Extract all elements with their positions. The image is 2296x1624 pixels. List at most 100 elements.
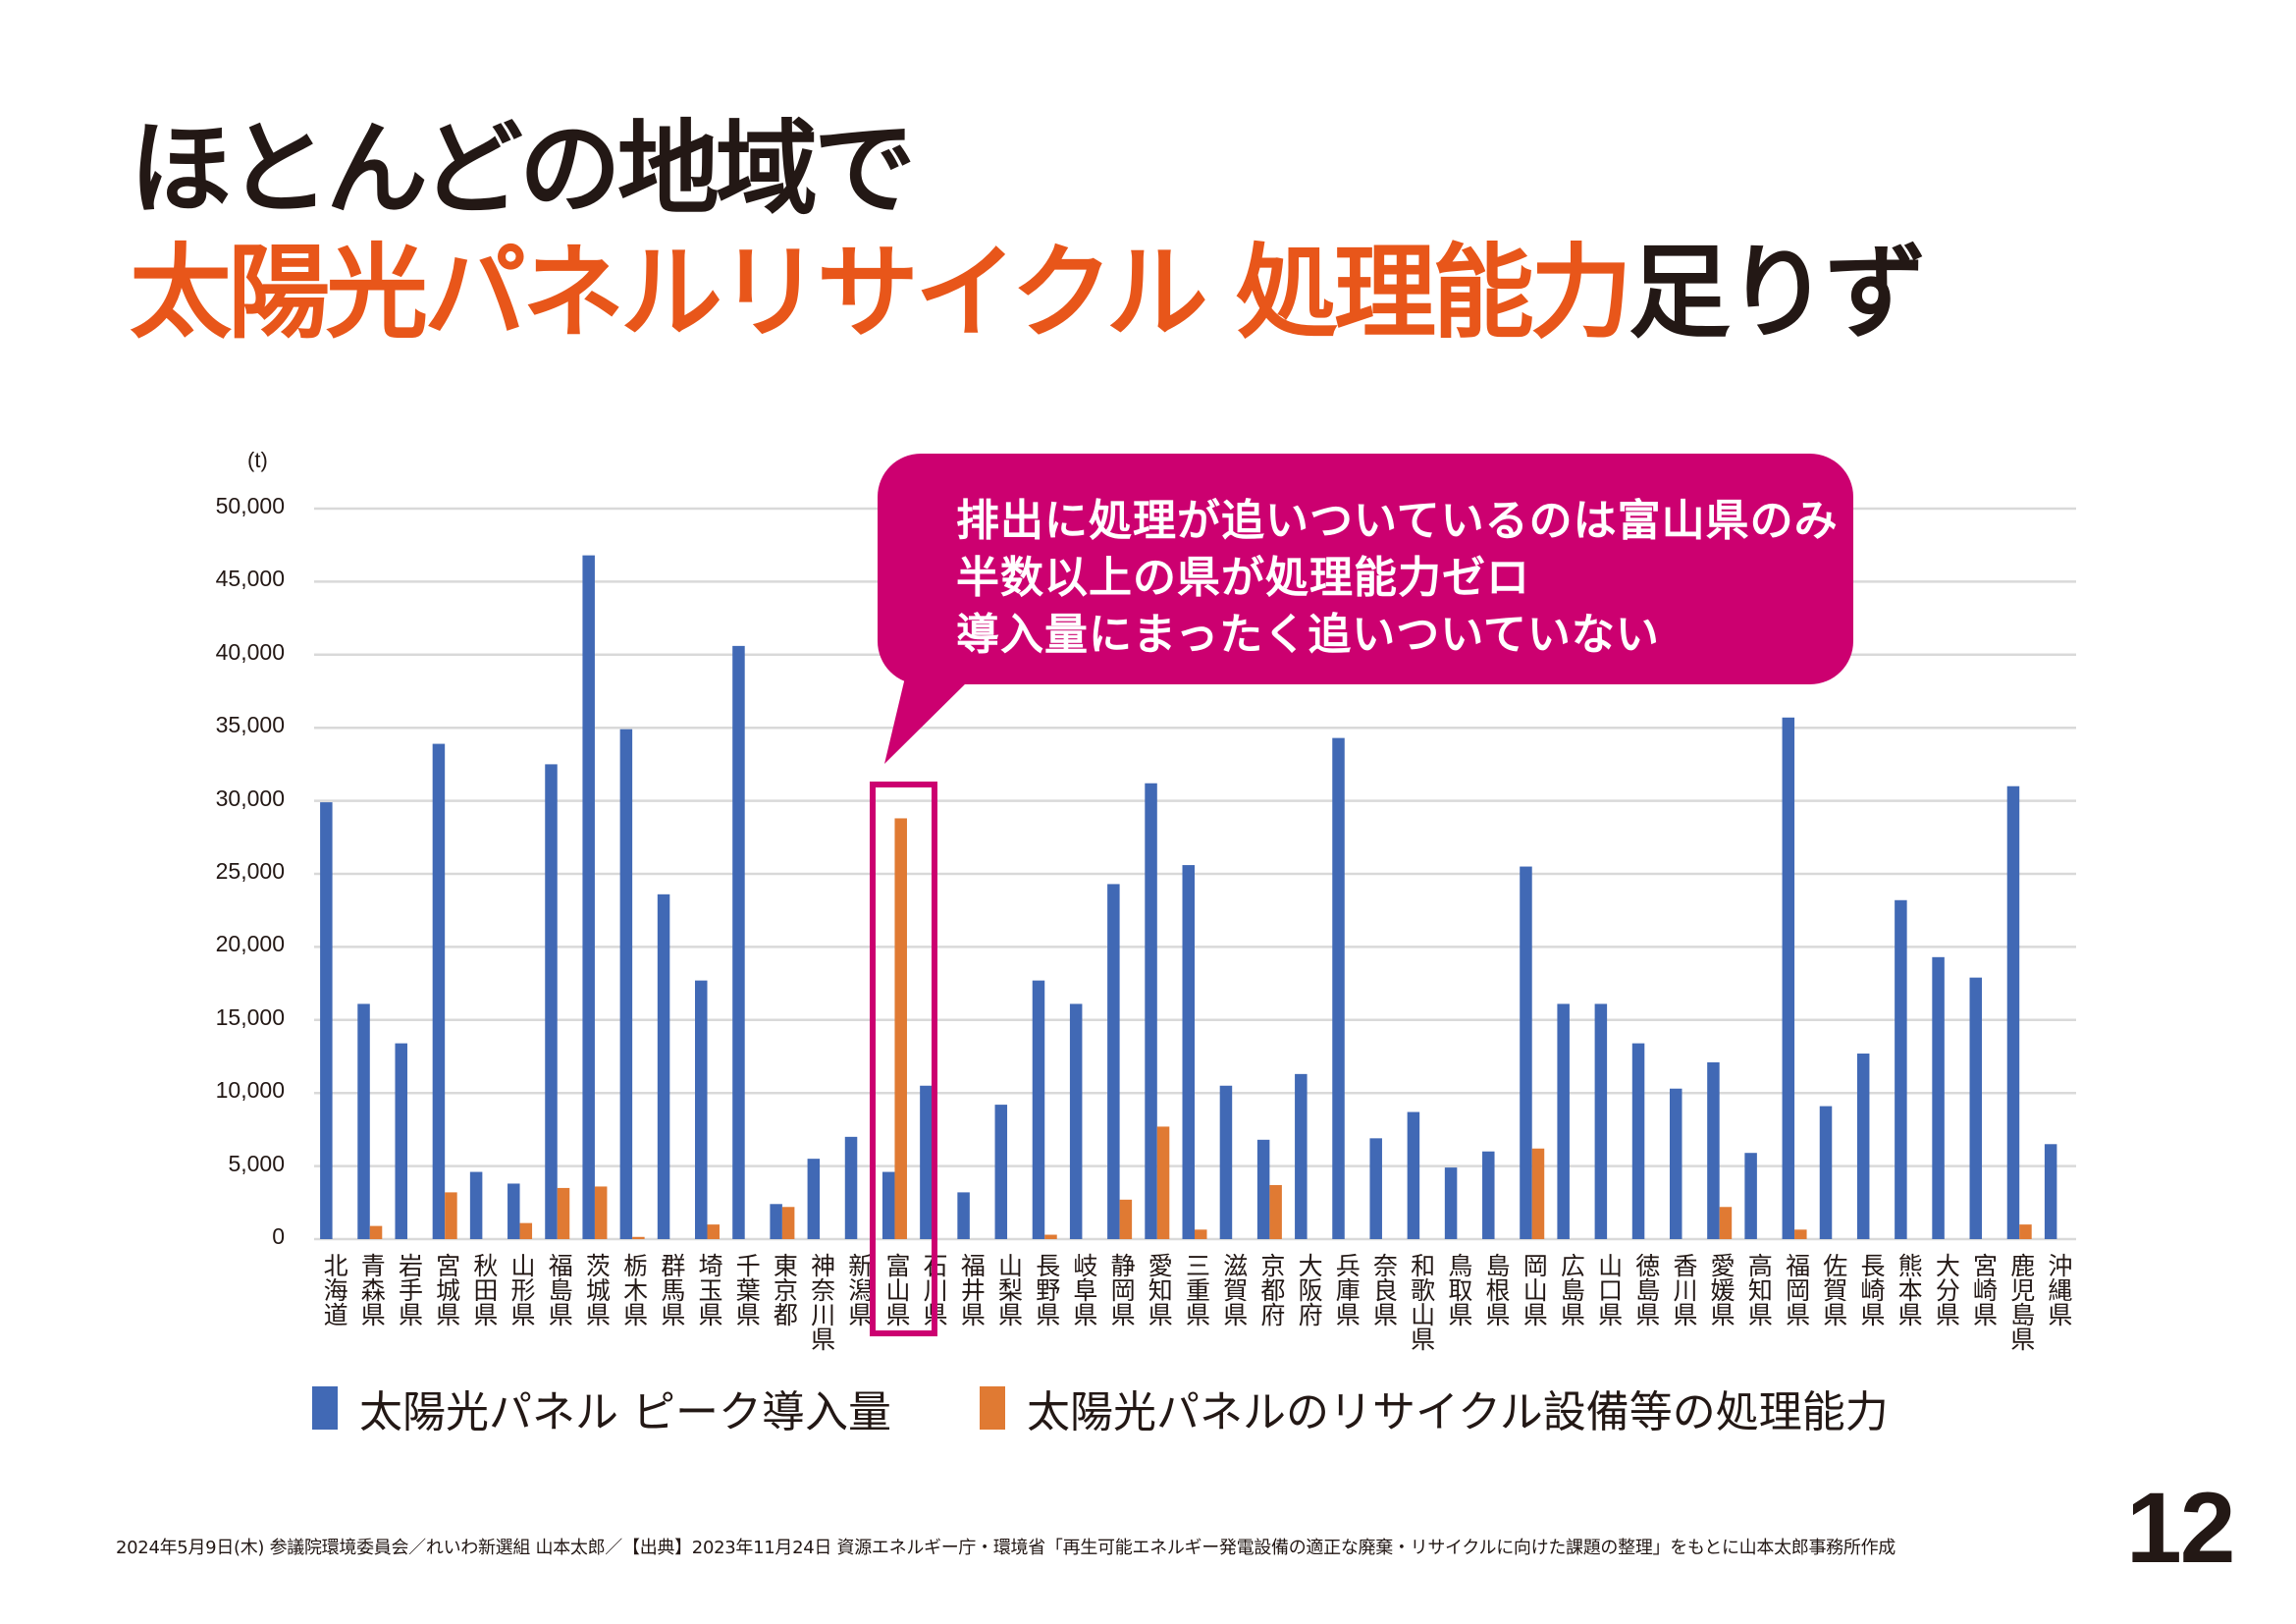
- x-tick-label: 埼玉県: [695, 1253, 723, 1326]
- legend-item-peak: 太陽光パネル ピーク導入量: [312, 1377, 891, 1439]
- bar-peak-40: [1819, 1106, 1833, 1239]
- bar-capacity-21: [1119, 1199, 1133, 1239]
- bar-peak-14: [844, 1136, 858, 1239]
- bar-peak-32: [1520, 866, 1532, 1239]
- legend-swatch-capacity: [980, 1386, 1005, 1430]
- bar-peak-23: [1182, 865, 1195, 1239]
- callout-line-3: 導入量にまったく追いついていない: [956, 610, 1660, 660]
- bar-peak-9: [657, 893, 670, 1239]
- title-line-1: ほとんどの地域で: [130, 109, 916, 229]
- bar-peak-34: [1594, 1003, 1608, 1239]
- y-tick-label: 15,000: [215, 1003, 285, 1030]
- bar-peak-41: [1856, 1054, 1870, 1239]
- x-tick-label: 秋田県: [469, 1253, 499, 1326]
- title-accent: 太陽光パネルリサイクル 処理能力: [130, 233, 1632, 352]
- bar-peak-13: [807, 1159, 821, 1239]
- x-tick-label: 京都府: [1256, 1253, 1286, 1326]
- bar-capacity-8: [632, 1236, 645, 1239]
- legend-label-capacity: 太陽光パネルのリサイクル設備等の処理能力: [1027, 1387, 1889, 1437]
- bar-peak-21: [1107, 884, 1120, 1239]
- x-tick-label: 千葉県: [732, 1253, 762, 1326]
- x-tick-label: 和歌山県: [1407, 1253, 1436, 1351]
- bar-peak-3: [432, 743, 446, 1239]
- x-tick-label: 福島県: [545, 1253, 574, 1326]
- bar-peak-29: [1407, 1111, 1420, 1239]
- bar-peak-5: [507, 1183, 520, 1239]
- bar-peak-46: [2044, 1144, 2057, 1239]
- x-tick-label: 岩手県: [395, 1253, 424, 1326]
- x-tick-label: 北海道: [320, 1253, 349, 1326]
- x-tick-label: 兵庫県: [1332, 1253, 1362, 1326]
- bar-peak-16: [920, 1085, 933, 1239]
- y-tick-label: 35,000: [215, 711, 285, 737]
- bar-capacity-7: [594, 1186, 608, 1239]
- y-tick-label: 5,000: [228, 1150, 285, 1176]
- callout-line-2: 半数以上の県が処理能力ゼロ: [956, 553, 1530, 603]
- x-tick-label: 愛媛県: [1707, 1253, 1736, 1326]
- x-tick-label: 熊本県: [1895, 1253, 1924, 1326]
- bar-peak-27: [1332, 737, 1345, 1239]
- x-tick-label: 大阪府: [1295, 1253, 1324, 1326]
- bar-peak-33: [1557, 1003, 1570, 1239]
- bar-peak-0: [320, 802, 333, 1239]
- x-tick-label: 山形県: [507, 1253, 537, 1326]
- y-tick-label: 20,000: [215, 931, 285, 957]
- bar-peak-26: [1295, 1073, 1308, 1239]
- x-tick-label: 宮城県: [432, 1253, 461, 1326]
- bar-peak-11: [732, 645, 745, 1239]
- bar-capacity-10: [707, 1224, 721, 1239]
- x-tick-label: 静岡県: [1107, 1253, 1137, 1326]
- bar-peak-35: [1631, 1043, 1645, 1239]
- x-tick-label: 広島県: [1557, 1253, 1586, 1326]
- bar-capacity-5: [519, 1222, 533, 1239]
- x-tick-label: 高知県: [1744, 1253, 1774, 1326]
- x-tick-label: 沖縄県: [2044, 1253, 2073, 1326]
- bar-capacity-6: [557, 1187, 570, 1239]
- y-tick-label: 10,000: [215, 1076, 285, 1103]
- callout-bubble: 排出に処理が追いついているのは富山県のみ 半数以上の県が処理能力ゼロ 導入量にま…: [878, 454, 1853, 684]
- x-tick-label: 茨城県: [582, 1253, 612, 1326]
- x-tick-label: 長崎県: [1856, 1253, 1886, 1326]
- bar-capacity-32: [1531, 1148, 1545, 1239]
- callout-line-1: 排出に処理が追いついているのは富山県のみ: [956, 496, 1839, 546]
- bars: [320, 555, 2057, 1239]
- x-tick-label: 岐阜県: [1069, 1253, 1098, 1326]
- bar-capacity-37: [1719, 1207, 1733, 1239]
- x-tick-label: 青森県: [357, 1253, 387, 1326]
- legend-label-peak: 太陽光パネル ピーク導入量: [359, 1387, 891, 1437]
- bar-peak-39: [1782, 717, 1795, 1239]
- bar-capacity-19: [1044, 1234, 1057, 1239]
- x-tick-label: 岡山県: [1520, 1253, 1549, 1326]
- bar-peak-44: [1969, 977, 1983, 1239]
- x-tick-label: 神奈川県: [807, 1253, 836, 1351]
- x-tick-label: 山梨県: [994, 1253, 1024, 1326]
- bar-peak-7: [582, 555, 595, 1239]
- bar-peak-19: [1032, 980, 1045, 1239]
- x-tick-label: 福井県: [957, 1253, 987, 1326]
- page-number: 12: [2126, 1472, 2235, 1584]
- bar-peak-36: [1669, 1088, 1682, 1239]
- x-tick-label: 富山県: [881, 1253, 911, 1326]
- bar-peak-12: [770, 1204, 782, 1239]
- bar-capacity-25: [1269, 1184, 1282, 1239]
- chart-legend: 太陽光パネル ピーク導入量 太陽光パネルのリサイクル設備等の処理能力: [312, 1377, 1977, 1439]
- x-tick-label: 三重県: [1182, 1253, 1211, 1326]
- bar-peak-38: [1744, 1153, 1757, 1239]
- title-line-2: 太陽光パネルリサイクル 処理能力足りず: [130, 242, 1927, 344]
- x-tick-label: 宮崎県: [1969, 1253, 1999, 1326]
- bar-peak-43: [1932, 956, 1945, 1239]
- title-tail: 足りず: [1629, 233, 1927, 352]
- bar-capacity-45: [2019, 1224, 2032, 1239]
- callout-text: 排出に処理が追いついているのは富山県のみ 半数以上の県が処理能力ゼロ 導入量にま…: [956, 493, 1839, 664]
- x-tick-label: 群馬県: [657, 1253, 686, 1326]
- bar-capacity-23: [1195, 1229, 1207, 1239]
- x-tick-label: 大分県: [1932, 1253, 1961, 1326]
- x-tick-label: 山口県: [1594, 1253, 1624, 1326]
- bar-peak-24: [1219, 1085, 1233, 1239]
- bar-capacity-22: [1156, 1126, 1170, 1239]
- bar-peak-2: [395, 1043, 407, 1239]
- bar-peak-30: [1444, 1167, 1458, 1239]
- x-tick-label: 東京都: [770, 1253, 799, 1326]
- y-tick-label: 0: [272, 1222, 285, 1249]
- x-tick-label: 鹿児島県: [2006, 1253, 2036, 1351]
